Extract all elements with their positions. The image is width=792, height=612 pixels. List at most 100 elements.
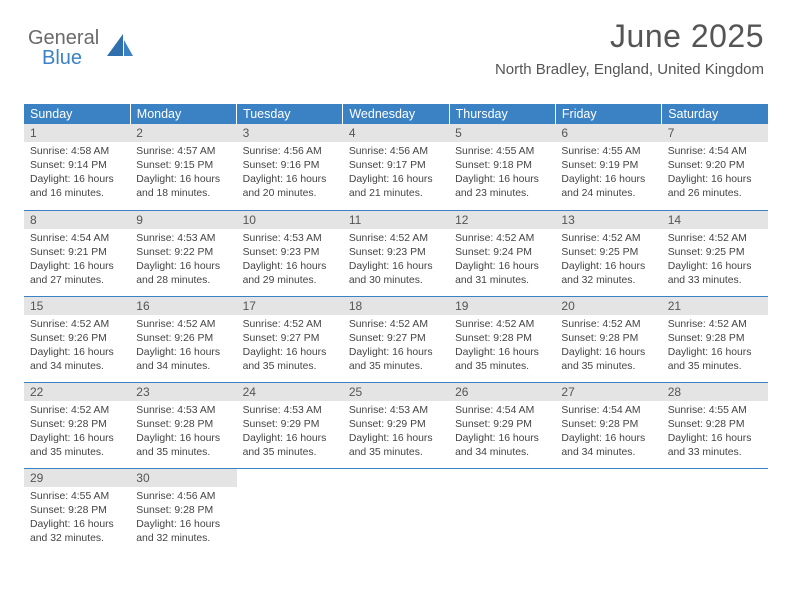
- day-details: Sunrise: 4:57 AMSunset: 9:15 PMDaylight:…: [130, 142, 236, 205]
- calendar-day-cell: 4Sunrise: 4:56 AMSunset: 9:17 PMDaylight…: [343, 124, 449, 210]
- day-details: Sunrise: 4:55 AMSunset: 9:18 PMDaylight:…: [449, 142, 555, 205]
- daylight-line: Daylight: 16 hours and 35 minutes.: [668, 346, 762, 374]
- day-details: Sunrise: 4:52 AMSunset: 9:28 PMDaylight:…: [662, 315, 768, 378]
- sunset-line: Sunset: 9:28 PM: [561, 332, 655, 346]
- daylight-line: Daylight: 16 hours and 18 minutes.: [136, 173, 230, 201]
- sunset-line: Sunset: 9:25 PM: [668, 246, 762, 260]
- calendar-day-cell: 16Sunrise: 4:52 AMSunset: 9:26 PMDayligh…: [130, 296, 236, 382]
- day-details: Sunrise: 4:52 AMSunset: 9:28 PMDaylight:…: [449, 315, 555, 378]
- day-details: Sunrise: 4:54 AMSunset: 9:20 PMDaylight:…: [662, 142, 768, 205]
- day-details: Sunrise: 4:55 AMSunset: 9:19 PMDaylight:…: [555, 142, 661, 205]
- sunrise-line: Sunrise: 4:53 AM: [243, 404, 337, 418]
- daylight-line: Daylight: 16 hours and 34 minutes.: [561, 432, 655, 460]
- daylight-line: Daylight: 16 hours and 35 minutes.: [349, 346, 443, 374]
- day-number: 30: [130, 469, 236, 487]
- calendar-day-cell: 30Sunrise: 4:56 AMSunset: 9:28 PMDayligh…: [130, 468, 236, 554]
- day-details: Sunrise: 4:52 AMSunset: 9:25 PMDaylight:…: [662, 229, 768, 292]
- sunrise-line: Sunrise: 4:52 AM: [30, 404, 124, 418]
- day-details: Sunrise: 4:53 AMSunset: 9:22 PMDaylight:…: [130, 229, 236, 292]
- sunrise-line: Sunrise: 4:58 AM: [30, 145, 124, 159]
- sunset-line: Sunset: 9:15 PM: [136, 159, 230, 173]
- calendar-day-cell: 2Sunrise: 4:57 AMSunset: 9:15 PMDaylight…: [130, 124, 236, 210]
- daylight-line: Daylight: 16 hours and 33 minutes.: [668, 260, 762, 288]
- header: General Blue June 2025 North Bradley, En…: [0, 0, 792, 94]
- calendar-day-cell: 22Sunrise: 4:52 AMSunset: 9:28 PMDayligh…: [24, 382, 130, 468]
- calendar-day-cell: 5Sunrise: 4:55 AMSunset: 9:18 PMDaylight…: [449, 124, 555, 210]
- sunset-line: Sunset: 9:25 PM: [561, 246, 655, 260]
- daylight-line: Daylight: 16 hours and 32 minutes.: [136, 518, 230, 546]
- calendar-day-cell: 19Sunrise: 4:52 AMSunset: 9:28 PMDayligh…: [449, 296, 555, 382]
- day-number: 2: [130, 124, 236, 142]
- day-number: 26: [449, 383, 555, 401]
- calendar-day-cell: 11 Sunrise: 4:52 AMSunset: 9:23 PMDayligh…: [343, 210, 449, 296]
- sunset-line: Sunset: 9:23 PM: [349, 246, 443, 260]
- calendar-day-cell: 17Sunrise: 4:52 AMSunset: 9:27 PMDayligh…: [237, 296, 343, 382]
- calendar-table: SundayMondayTuesdayWednesdayThursdayFrid…: [24, 104, 768, 554]
- sunrise-line: Sunrise: 4:55 AM: [668, 404, 762, 418]
- calendar-day-cell: 3Sunrise: 4:56 AMSunset: 9:16 PMDaylight…: [237, 124, 343, 210]
- day-details: Sunrise: 4:52 AMSunset: 9:27 PMDaylight:…: [343, 315, 449, 378]
- day-number: 6: [555, 124, 661, 142]
- calendar-day-cell: 28 Sunrise: 4:55 AMSunset: 9:28 PMDayligh…: [662, 382, 768, 468]
- daylight-line: Daylight: 16 hours and 31 minutes.: [455, 260, 549, 288]
- daylight-line: Daylight: 16 hours and 29 minutes.: [243, 260, 337, 288]
- sunrise-line: Sunrise: 4:55 AM: [30, 490, 124, 504]
- day-number: 17: [237, 297, 343, 315]
- sunrise-line: Sunrise: 4:52 AM: [243, 318, 337, 332]
- daylight-line: Daylight: 16 hours and 35 minutes.: [243, 346, 337, 374]
- calendar-day-cell: 18Sunrise: 4:52 AMSunset: 9:27 PMDayligh…: [343, 296, 449, 382]
- daylight-line: Daylight: 16 hours and 35 minutes.: [30, 432, 124, 460]
- day-number: 28: [662, 383, 768, 401]
- day-details: Sunrise: 4:52 AMSunset: 9:28 PMDaylight:…: [24, 401, 130, 464]
- sunset-line: Sunset: 9:28 PM: [30, 504, 124, 518]
- calendar-header-row: SundayMondayTuesdayWednesdayThursdayFrid…: [24, 104, 768, 124]
- calendar-day-cell: 15Sunrise: 4:52 AMSunset: 9:26 PMDayligh…: [24, 296, 130, 382]
- day-details: Sunrise: 4:52 AMSunset: 9:26 PMDaylight:…: [24, 315, 130, 378]
- calendar-week-row: 29Sunrise: 4:55 AMSunset: 9:28 PMDayligh…: [24, 468, 768, 554]
- sunrise-line: Sunrise: 4:52 AM: [455, 318, 549, 332]
- day-details: Sunrise: 4:54 AMSunset: 9:21 PMDaylight:…: [24, 229, 130, 292]
- daylight-line: Daylight: 16 hours and 35 minutes.: [349, 432, 443, 460]
- daylight-line: Daylight: 16 hours and 34 minutes.: [30, 346, 124, 374]
- sunset-line: Sunset: 9:20 PM: [668, 159, 762, 173]
- sunset-line: Sunset: 9:29 PM: [455, 418, 549, 432]
- sunrise-line: Sunrise: 4:52 AM: [668, 232, 762, 246]
- sunset-line: Sunset: 9:28 PM: [668, 418, 762, 432]
- day-details: Sunrise: 4:52 AMSunset: 9:26 PMDaylight:…: [130, 315, 236, 378]
- calendar-day-cell: 27Sunrise: 4:54 AMSunset: 9:28 PMDayligh…: [555, 382, 661, 468]
- calendar-week-row: 15Sunrise: 4:52 AMSunset: 9:26 PMDayligh…: [24, 296, 768, 382]
- daylight-line: Daylight: 16 hours and 32 minutes.: [561, 260, 655, 288]
- sunrise-line: Sunrise: 4:52 AM: [349, 318, 443, 332]
- daylight-line: Daylight: 16 hours and 30 minutes.: [349, 260, 443, 288]
- weekday-header: Thursday: [449, 104, 555, 124]
- day-details: Sunrise: 4:55 AMSunset: 9:28 PMDaylight:…: [24, 487, 130, 550]
- day-number: 8: [24, 211, 130, 229]
- calendar-day-cell: 21Sunrise: 4:52 AMSunset: 9:28 PMDayligh…: [662, 296, 768, 382]
- daylight-line: Daylight: 16 hours and 33 minutes.: [668, 432, 762, 460]
- calendar-day-cell: 23Sunrise: 4:53 AMSunset: 9:28 PMDayligh…: [130, 382, 236, 468]
- calendar-day-cell: 14Sunrise: 4:52 AMSunset: 9:25 PMDayligh…: [662, 210, 768, 296]
- sunrise-line: Sunrise: 4:56 AM: [349, 145, 443, 159]
- day-details: Sunrise: 4:58 AMSunset: 9:14 PMDaylight:…: [24, 142, 130, 205]
- day-number: 11: [343, 211, 449, 229]
- day-number: 16: [130, 297, 236, 315]
- day-details: Sunrise: 4:52 AMSunset: 9:27 PMDaylight:…: [237, 315, 343, 378]
- day-details: Sunrise: 4:56 AMSunset: 9:17 PMDaylight:…: [343, 142, 449, 205]
- logo: General Blue: [28, 28, 135, 68]
- day-number: 1: [24, 124, 130, 142]
- sunset-line: Sunset: 9:22 PM: [136, 246, 230, 260]
- day-details: Sunrise: 4:53 AMSunset: 9:29 PMDaylight:…: [237, 401, 343, 464]
- day-details: Sunrise: 4:56 AMSunset: 9:16 PMDaylight:…: [237, 142, 343, 205]
- calendar-day-cell: 7Sunrise: 4:54 AMSunset: 9:20 PMDaylight…: [662, 124, 768, 210]
- sunrise-line: Sunrise: 4:54 AM: [561, 404, 655, 418]
- sunrise-line: Sunrise: 4:52 AM: [349, 232, 443, 246]
- sunrise-line: Sunrise: 4:57 AM: [136, 145, 230, 159]
- location-subtitle: North Bradley, England, United Kingdom: [28, 61, 764, 78]
- day-number: 12: [449, 211, 555, 229]
- day-details: Sunrise: 4:52 AMSunset: 9:28 PMDaylight:…: [555, 315, 661, 378]
- sunset-line: Sunset: 9:16 PM: [243, 159, 337, 173]
- sunset-line: Sunset: 9:28 PM: [668, 332, 762, 346]
- daylight-line: Daylight: 16 hours and 35 minutes.: [455, 346, 549, 374]
- daylight-line: Daylight: 16 hours and 21 minutes.: [349, 173, 443, 201]
- sunrise-line: Sunrise: 4:54 AM: [668, 145, 762, 159]
